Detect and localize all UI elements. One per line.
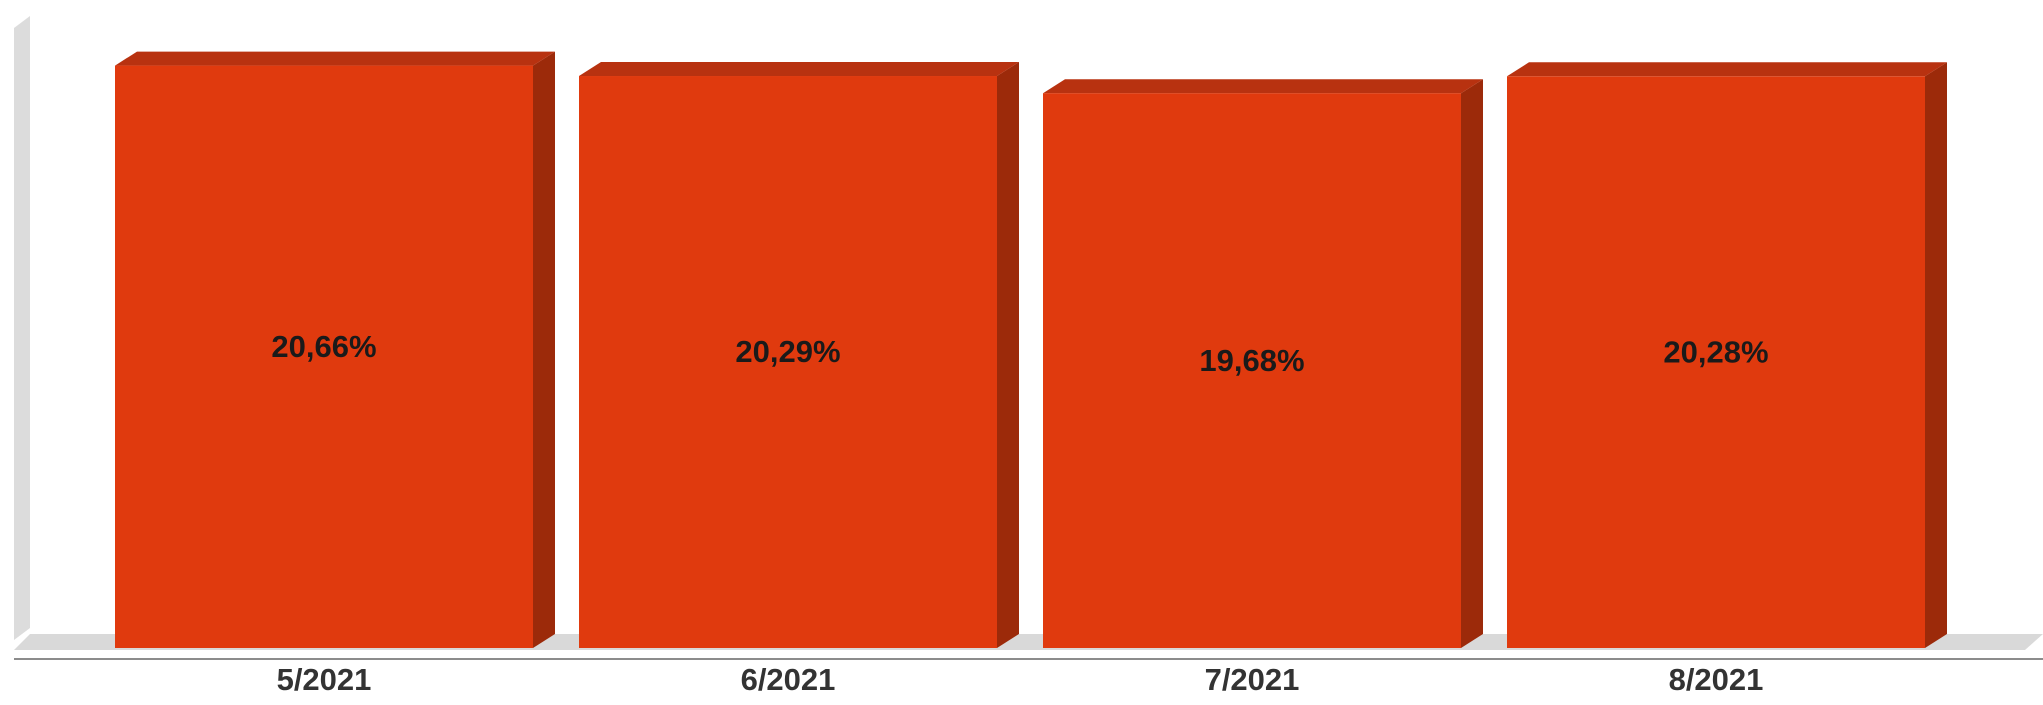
data-label: 20,29% bbox=[735, 334, 840, 369]
x-tick-label: 8/2021 bbox=[1669, 662, 1764, 697]
bar-top bbox=[1507, 62, 1947, 77]
x-tick-label: 5/2021 bbox=[277, 662, 372, 697]
bar bbox=[115, 65, 533, 648]
bar-top bbox=[115, 51, 555, 66]
bar bbox=[1507, 76, 1925, 649]
bar-side bbox=[1461, 79, 1483, 648]
x-tick-label: 7/2021 bbox=[1205, 662, 1300, 697]
labels-group: 20,66% 5/2021 20,29% 6/2021 19,68% 7/2021 20,2… bbox=[271, 329, 1768, 697]
bar-side bbox=[533, 51, 555, 648]
x-tick-label: 6/2021 bbox=[741, 662, 836, 697]
data-label: 19,68% bbox=[1199, 343, 1304, 378]
bar-side bbox=[997, 62, 1019, 648]
data-label: 20,28% bbox=[1663, 334, 1768, 369]
back-wall bbox=[14, 16, 30, 640]
bar-side bbox=[1925, 62, 1947, 649]
bar-top bbox=[1043, 79, 1483, 94]
bar bbox=[1043, 93, 1461, 648]
bar bbox=[579, 76, 997, 648]
bar-top bbox=[579, 62, 1019, 77]
bars-group bbox=[115, 51, 1947, 649]
data-label: 20,66% bbox=[271, 329, 376, 364]
